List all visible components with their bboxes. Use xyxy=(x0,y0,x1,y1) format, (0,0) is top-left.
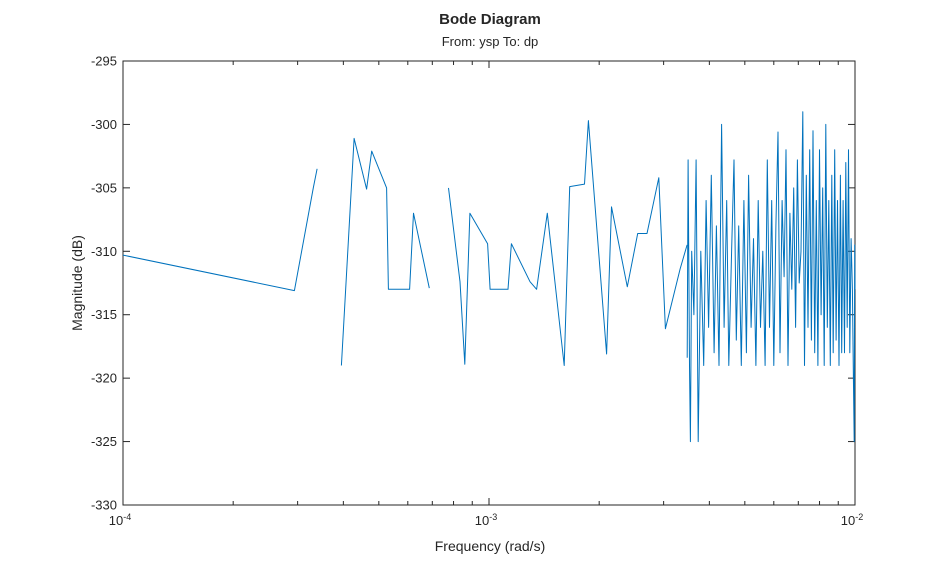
y-tick-label: -315 xyxy=(91,307,117,322)
magnitude-line xyxy=(122,168,318,292)
x-tick-label: 10-2 xyxy=(841,512,863,528)
x-axis-label: Frequency (rad/s) xyxy=(435,538,545,554)
data-series xyxy=(122,111,856,443)
magnitude-line xyxy=(340,137,430,366)
y-tick-label: -300 xyxy=(91,117,117,132)
chart-subtitle: From: ysp To: dp xyxy=(442,34,539,49)
y-tick-label: -310 xyxy=(91,244,117,259)
y-axis-label: Magnitude (dB) xyxy=(69,235,85,331)
y-tick-label: -305 xyxy=(91,180,117,195)
y-tick-label: -330 xyxy=(91,498,117,513)
y-tick-label: -295 xyxy=(91,54,117,69)
x-tick-label: 10-3 xyxy=(475,512,497,528)
magnitude-line xyxy=(448,120,688,366)
x-tick-labels: 10-4 10-3 10-2 xyxy=(109,512,863,528)
plot-area xyxy=(122,60,856,506)
x-tick-label: 10-4 xyxy=(109,512,131,528)
y-tick-label: -325 xyxy=(91,434,117,449)
chart-title: Bode Diagram xyxy=(439,11,541,28)
y-tick-labels: -295 -300 -305 -310 -315 -320 -325 -330 xyxy=(91,54,117,513)
y-tick-label: -320 xyxy=(91,371,117,386)
magnitude-line xyxy=(686,111,856,443)
